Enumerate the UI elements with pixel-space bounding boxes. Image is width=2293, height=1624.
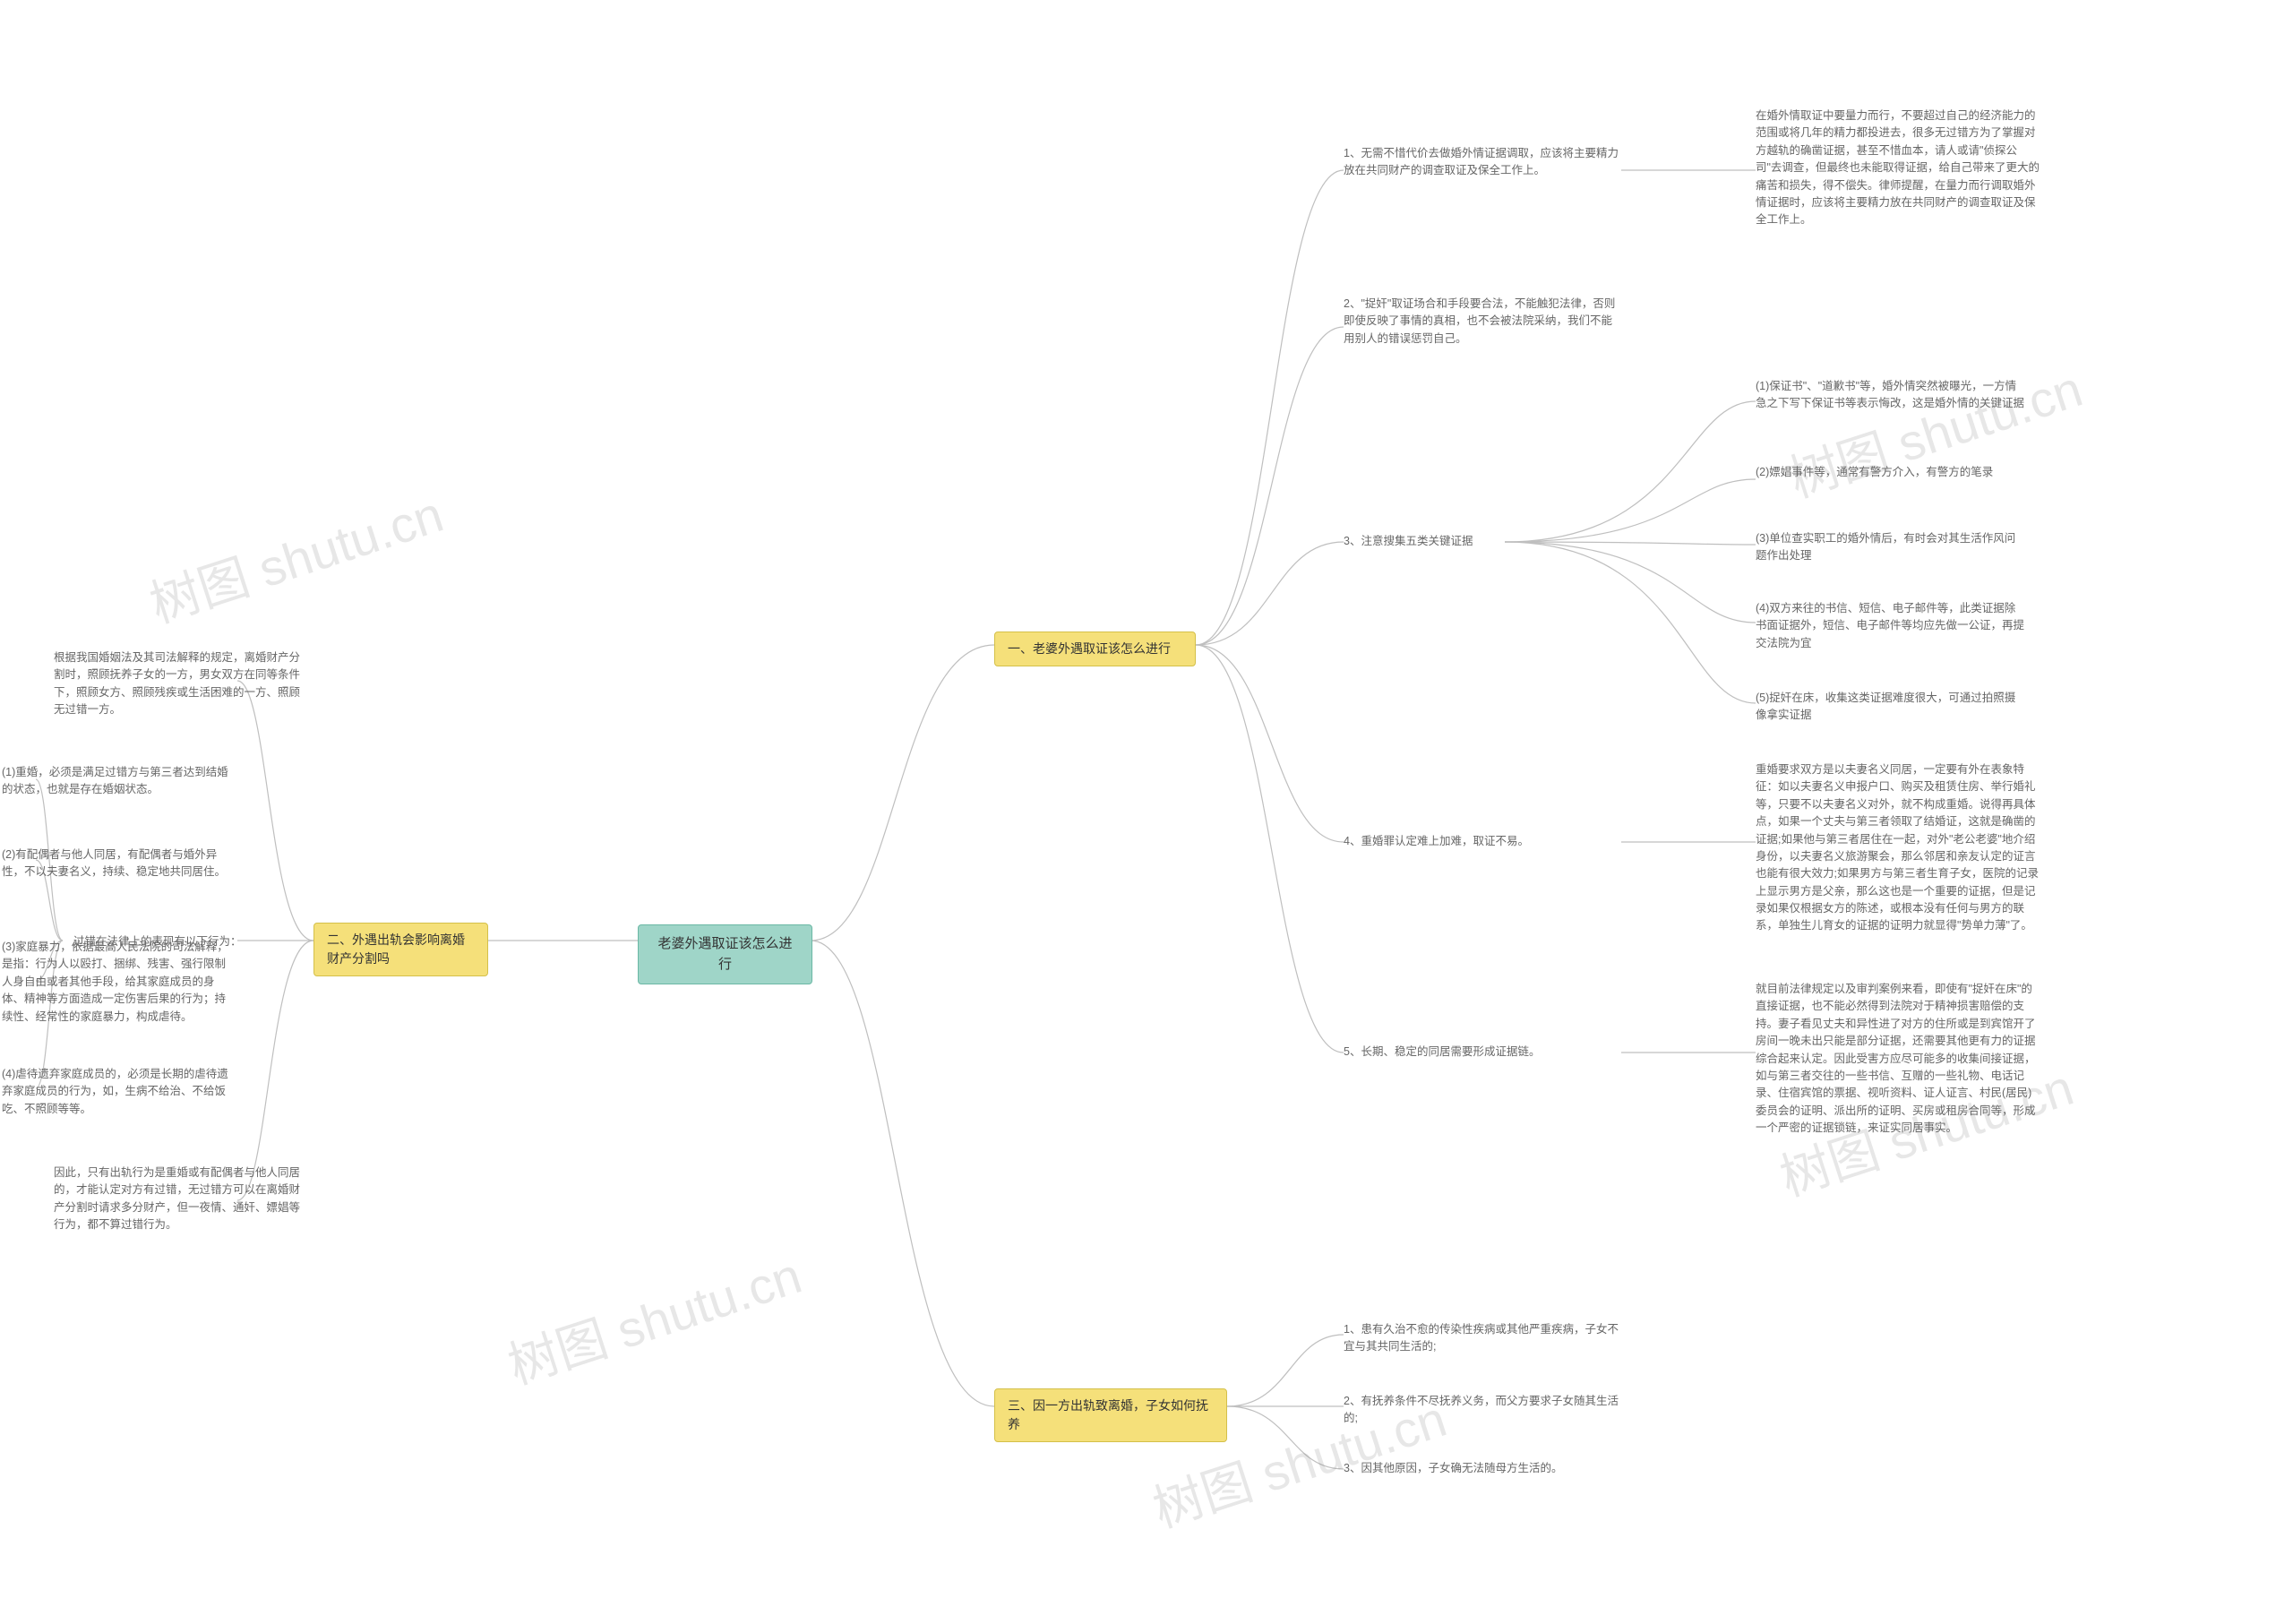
branch-1-child-3-sub-5: (5)捉奸在床，收集这类证据难度很大，可通过拍照摄像拿实证据 xyxy=(1756,690,2024,725)
branch-2-child-1: 根据我国婚姻法及其司法解释的规定，离婚财产分割时，照顾抚养子女的一方，男女双方在… xyxy=(54,649,300,719)
root-node[interactable]: 老婆外遇取证该怎么进行 xyxy=(638,924,812,984)
branch-1-child-3-sub-3: (3)单位查实职工的婚外情后，有时会对其生活作风问题作出处理 xyxy=(1756,530,2024,565)
branch-1-child-3: 3、注意搜集五类关键证据 xyxy=(1344,533,1500,550)
watermark: 树图 shutu.cn xyxy=(140,475,451,638)
branch-1-child-2: 2、"捉奸"取证场合和手段要合法，不能触犯法律，否则即使反映了事情的真相，也不会… xyxy=(1344,296,1621,348)
branch-2[interactable]: 二、外遇出轨会影响离婚财产分割吗 xyxy=(313,923,488,976)
branch-1-child-5-detail: 就目前法律规定以及审判案例来看，即使有"捉奸在床"的直接证据，也不能必然得到法院… xyxy=(1756,981,2042,1137)
watermark: 树图 shutu.cn xyxy=(498,1236,810,1399)
branch-1-child-1-detail: 在婚外情取证中要量力而行，不要超过自己的经济能力的范围或将几年的精力都投进去，很… xyxy=(1756,107,2042,229)
branch-3-child-2: 2、有抚养条件不尽抚养义务，而父方要求子女随其生活的; xyxy=(1344,1393,1621,1428)
branch-1-child-1: 1、无需不惜代价去做婚外情证据调取，应该将主要精力放在共同财产的调查取证及保全工… xyxy=(1344,145,1621,180)
branch-2-child-2-sub-1: (1)重婚，必须是满足过错方与第三者达到结婚的状态，也就是存在婚姻状态。 xyxy=(2,764,235,799)
branch-1-child-3-sub-2: (2)嫖娼事件等，通常有警方介入，有警方的笔录 xyxy=(1756,464,2024,481)
branch-1-child-4: 4、重婚罪认定难上加难，取证不易。 xyxy=(1344,833,1621,850)
branch-1-child-4-detail: 重婚要求双方是以夫妻名义同居，一定要有外在表象特征：如以夫妻名义申报户口、购买及… xyxy=(1756,761,2042,935)
branch-1-child-5: 5、长期、稳定的同居需要形成证据链。 xyxy=(1344,1044,1621,1061)
branch-3[interactable]: 三、因一方出轨致离婚，子女如何抚养 xyxy=(994,1388,1227,1442)
branch-2-child-2-sub-2: (2)有配偶者与他人同居，有配偶者与婚外异性，不以夫妻名义，持续、稳定地共同居住… xyxy=(2,846,235,881)
branch-1[interactable]: 一、老婆外遇取证该怎么进行 xyxy=(994,632,1196,666)
branch-3-child-3: 3、因其他原因，子女确无法随母方生活的。 xyxy=(1344,1460,1621,1477)
branch-1-child-3-sub-4: (4)双方来往的书信、短信、电子邮件等，此类证据除书面证据外，短信、电子邮件等均… xyxy=(1756,600,2024,652)
watermark: 树图 shutu.cn xyxy=(1779,349,2091,512)
branch-2-child-2-sub-3: (3)家庭暴力，依据最高人民法院的司法解释，是指：行为人以殴打、捆绑、残害、强行… xyxy=(2,939,235,1026)
branch-3-child-1: 1、患有久治不愈的传染性疾病或其他严重疾病，子女不宜与其共同生活的; xyxy=(1344,1321,1621,1356)
branch-2-child-3: 因此，只有出轨行为是重婚或有配偶者与他人同居的，才能认定对方有过错，无过错方可以… xyxy=(54,1164,300,1234)
branch-2-child-2-sub-4: (4)虐待遗弃家庭成员的，必须是长期的虐待遗弃家庭成员的行为，如，生病不给治、不… xyxy=(2,1066,235,1118)
branch-1-child-3-sub-1: (1)保证书"、"道歉书"等，婚外情突然被曝光，一方情急之下写下保证书等表示悔改… xyxy=(1756,378,2024,413)
